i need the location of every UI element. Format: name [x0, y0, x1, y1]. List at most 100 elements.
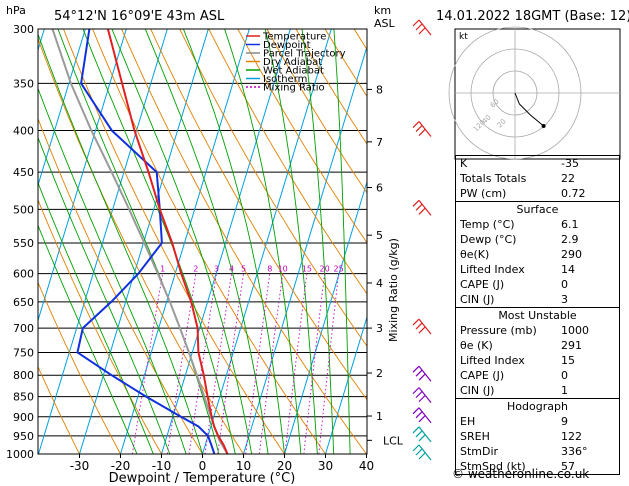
wet-adiabat-line: [38, 32, 203, 454]
wind-barb-flag: [418, 27, 426, 35]
pressure-tick-label: 500: [13, 203, 34, 216]
wind-barb: [412, 444, 432, 461]
hodograph-box: Hodograph EH 9 SREH 122 StmDir 336° StmSpd …: [455, 399, 620, 475]
index-row-pw: PW (cm) 0.72: [456, 186, 619, 201]
wind-barb-flag: [415, 125, 423, 132]
isotherm-line: [202, 29, 332, 454]
pressure-tick-label: 850: [13, 391, 34, 404]
surface-label: CAPE (J): [460, 278, 505, 291]
height-tick-label: 2: [376, 367, 383, 380]
isotherm-line: [243, 44, 367, 454]
wind-barb: [412, 318, 432, 335]
most-unstable-row: θe (K) 291: [456, 338, 619, 353]
mixing-ratio-label: 1: [160, 265, 165, 274]
most-unstable-label: Lifted Index: [460, 354, 525, 367]
isotherm-line: [325, 315, 367, 454]
dry-adiabat-line: [38, 198, 162, 454]
mixing-ratio-label: 3: [214, 265, 219, 274]
legend-label: Dewpoint: [263, 40, 311, 51]
wind-barb-flag: [418, 452, 426, 460]
indices-panel: K -35 Totals Totals 22 PW (cm) 0.72 Surface…: [455, 155, 620, 475]
temp-tick-label: 40: [359, 459, 374, 473]
index-value: 0.72: [561, 187, 586, 200]
temp-tick-label: 0: [199, 459, 207, 473]
temp-tick-label: -10: [152, 459, 172, 473]
wind-barb-flag: [412, 444, 420, 452]
pressure-tick-label: 600: [13, 268, 34, 281]
surface-row: θe(K) 290: [456, 247, 619, 262]
wind-barb-flag: [415, 411, 423, 419]
most-unstable-box: Most Unstable Pressure (mb) 1000 θe (K) 29…: [455, 308, 620, 399]
pressure-tick-label: 950: [13, 430, 34, 443]
wet-adiabat-line: [111, 29, 253, 454]
dry-adiabat-line: [38, 117, 203, 454]
hodograph-row: StmDir 336°: [456, 444, 619, 459]
hodograph-row: StmSpd (kt) 57: [456, 459, 619, 474]
wind-barb-staff: [418, 444, 432, 461]
wind-barb-staff: [418, 387, 432, 404]
wind-barb-flag: [412, 426, 420, 434]
indices-box: K -35 Totals Totals 22 PW (cm) 0.72: [455, 155, 620, 202]
most-unstable-value: 1000: [561, 324, 589, 337]
legend-label: Wet Adiabat: [263, 66, 324, 77]
dry-adiabat-line: [38, 37, 244, 454]
surface-value: 0: [561, 278, 568, 291]
wind-barb-flag: [412, 121, 420, 128]
wind-barb-flag: [412, 365, 420, 373]
dry-adiabat-line: [150, 29, 367, 401]
dry-adiabat-line: [237, 29, 367, 244]
mixing-ratio-line: [217, 273, 244, 454]
pressure-tick-label: 550: [13, 237, 34, 250]
isotherm-line: [120, 29, 250, 454]
height-tick-label: 5: [376, 229, 383, 242]
mixing-ratio-line: [188, 273, 217, 454]
wind-barb-flag: [412, 387, 420, 395]
wind-barb-staff: [418, 426, 432, 443]
parcel-trajectory-line: [51, 29, 229, 454]
legend-label: Temperature: [262, 32, 326, 43]
surface-label: CIN (J): [460, 293, 495, 306]
surface-row: CIN (J) 3: [456, 292, 619, 307]
wind-barb-flag: [415, 430, 423, 438]
surface-row: CAPE (J) 0: [456, 277, 619, 292]
hodograph-label: StmDir: [460, 445, 499, 458]
height-tick-label: 6: [376, 181, 383, 194]
surface-label: Temp (°C): [460, 218, 515, 231]
dry-adiabat-line: [38, 281, 121, 454]
station-header: 54°12'N 16°09'E 43m ASL: [54, 9, 225, 24]
surface-row: Lifted Index 14: [456, 262, 619, 277]
wet-adiabat-line: [264, 29, 318, 454]
mixing-ratio-label: 25: [334, 265, 344, 274]
hodograph-ring-label: 40: [481, 113, 493, 125]
most-unstable-label: Pressure (mb): [460, 324, 537, 337]
dewpoint-line: [76, 29, 216, 454]
pressure-tick-label: 400: [13, 125, 34, 138]
wind-barb: [412, 199, 432, 216]
index-row-k: K -35: [456, 156, 619, 171]
wet-adiabat-line: [38, 136, 171, 454]
temperature-line: [106, 29, 229, 454]
wind-barb: [412, 387, 432, 404]
hodograph-ring-label: 60: [489, 97, 501, 109]
mixing-ratio-label: 20: [319, 265, 329, 274]
isotherm-line: [38, 29, 86, 187]
most-unstable-label: CIN (J): [460, 384, 495, 397]
hodograph-value: 122: [561, 430, 582, 443]
dry-adiabat-line: [179, 29, 367, 347]
hodograph-row: EH 9: [456, 414, 619, 429]
height-unit-label: km: [374, 4, 391, 17]
isotherm-line: [161, 29, 291, 454]
pressure-tick-label: 1000: [6, 448, 34, 461]
legend-label: Mixing Ratio: [263, 83, 325, 94]
wet-adiabat-line: [301, 29, 335, 454]
hodograph-label: StmSpd (kt): [460, 460, 526, 473]
wind-barb-flag: [415, 369, 423, 377]
isotherm-line: [284, 180, 367, 454]
hodograph-frame: [454, 28, 621, 160]
height-tick-label: 8: [376, 83, 383, 96]
surface-label: Lifted Index: [460, 263, 525, 276]
mixing-ratio-label: 8: [267, 265, 272, 274]
mixing-ratio-line: [303, 273, 326, 454]
dry-adiabat-line: [92, 29, 326, 454]
